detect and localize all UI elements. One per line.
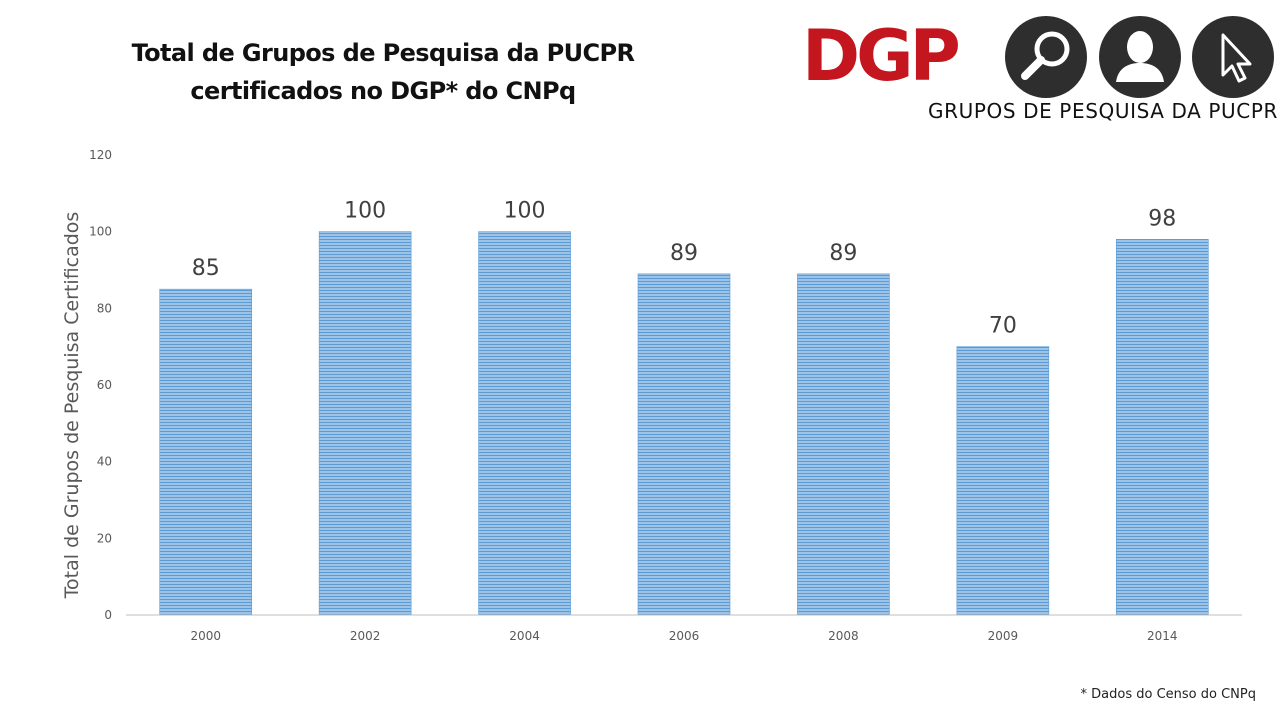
y-tick-label: 120 [89, 148, 112, 162]
y-tick-label: 20 [97, 531, 112, 545]
magnifier-icon [1005, 16, 1087, 98]
bar [478, 231, 571, 616]
cursor-icon [1192, 16, 1274, 98]
bar [797, 273, 890, 616]
data-label: 100 [344, 199, 386, 224]
y-tick-label: 100 [89, 225, 112, 239]
logo-caption: GRUPOS DE PESQUISA DA PUCPR [928, 99, 1278, 123]
bar [956, 346, 1050, 616]
x-tick-label: 2014 [1147, 629, 1178, 643]
bar-series [159, 231, 1209, 616]
y-tick-label: 60 [97, 378, 112, 392]
chart-title-line-2: certificados no DGP* do CNPq [190, 77, 576, 105]
y-tick-label: 40 [97, 455, 112, 469]
chart-title-line-1: Total de Grupos de Pesquisa da PUCPR [131, 39, 635, 67]
y-tick-label: 0 [104, 608, 112, 622]
data-label: 70 [989, 314, 1017, 339]
x-tick-label: 2000 [190, 629, 221, 643]
x-tick-label: 2008 [828, 629, 859, 643]
data-label: 89 [670, 241, 698, 266]
footnote: * Dados do Censo do CNPq [1080, 687, 1256, 702]
y-axis: 0 20 40 60 80 100 120 [89, 148, 112, 622]
bar [159, 288, 253, 616]
x-tick-label: 2009 [988, 629, 1019, 643]
data-label: 98 [1148, 206, 1176, 231]
dgp-logo: DGP GRUPOS DE PESQUISA DA PUCPR [802, 14, 1280, 124]
x-tick-label: 2002 [350, 629, 381, 643]
y-axis-label: Total de Grupos de Pesquisa Certificados [61, 212, 83, 600]
x-axis: 2000 2002 2004 2006 2008 2009 2014 [190, 629, 1177, 643]
data-label: 85 [192, 256, 220, 281]
person-icon [1099, 16, 1181, 98]
y-tick-label: 80 [97, 301, 112, 315]
x-tick-label: 2006 [669, 629, 700, 643]
data-label: 89 [829, 241, 857, 266]
x-tick-label: 2004 [509, 629, 540, 643]
data-label: 100 [504, 199, 546, 224]
bar [1115, 239, 1209, 616]
data-labels: 85 100 100 89 89 70 98 [192, 199, 1177, 339]
chart-title: Total de Grupos de Pesquisa da PUCPR cer… [110, 34, 656, 110]
bar [318, 231, 412, 616]
bar [637, 273, 731, 616]
dgp-wordmark: DGP [802, 15, 961, 97]
